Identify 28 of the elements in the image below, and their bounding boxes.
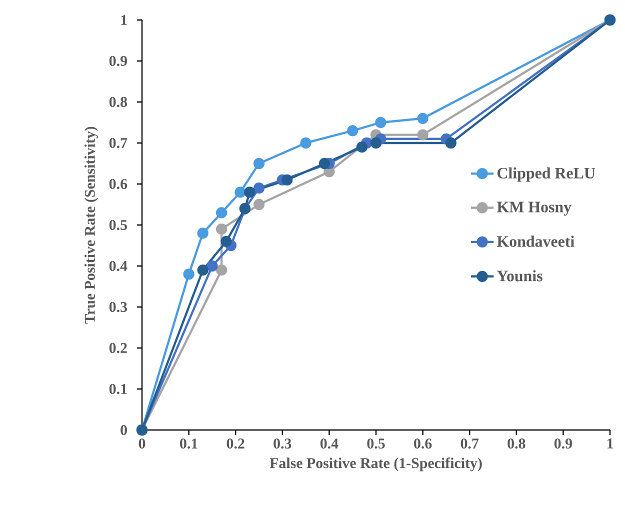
y-tick-label: 0.6	[109, 178, 128, 190]
x-tick-label: 0.8	[508, 438, 526, 449]
x-tick-label: 0.1	[180, 438, 198, 449]
y-tick-label: 0.1	[109, 384, 127, 394]
y-tick-label: 0.7	[109, 138, 128, 148]
y-tick-label: 0.2	[109, 342, 127, 354]
y-tick-label: 0.4	[109, 260, 128, 272]
y-tick-label: 0	[120, 424, 127, 436]
legend-label: Kondaveeti	[496, 236, 574, 247]
y-tick-label: 1	[121, 15, 127, 25]
x-tick-label: 0.9	[554, 438, 572, 449]
legend-label: Clipped ReLU	[497, 167, 596, 182]
x-tick-label: 0.7	[460, 438, 479, 449]
legend-label: KM Hosny	[496, 202, 572, 216]
y-tick-label: 0.5	[109, 220, 127, 230]
x-tick-label: 1	[607, 438, 613, 448]
x-tick-label: 0.6	[414, 438, 432, 449]
legend-label: Younis	[496, 270, 542, 282]
x-axis-title: False Positive Rate (1-Specificity)	[270, 457, 482, 472]
y-tick-label: 0.8	[109, 96, 128, 108]
x-tick-label: 0	[138, 438, 146, 449]
x-tick-label: 0.4	[320, 438, 338, 449]
y-tick-label: 0.3	[109, 302, 128, 312]
x-tick-label: 0.3	[274, 438, 292, 449]
y-tick-label: 0.9	[109, 56, 127, 66]
x-tick-label: 0.5	[367, 438, 385, 449]
x-tick-label: 0.2	[226, 438, 244, 449]
y-axis-title: True Positive Rate (Sensitivity)	[84, 126, 98, 324]
